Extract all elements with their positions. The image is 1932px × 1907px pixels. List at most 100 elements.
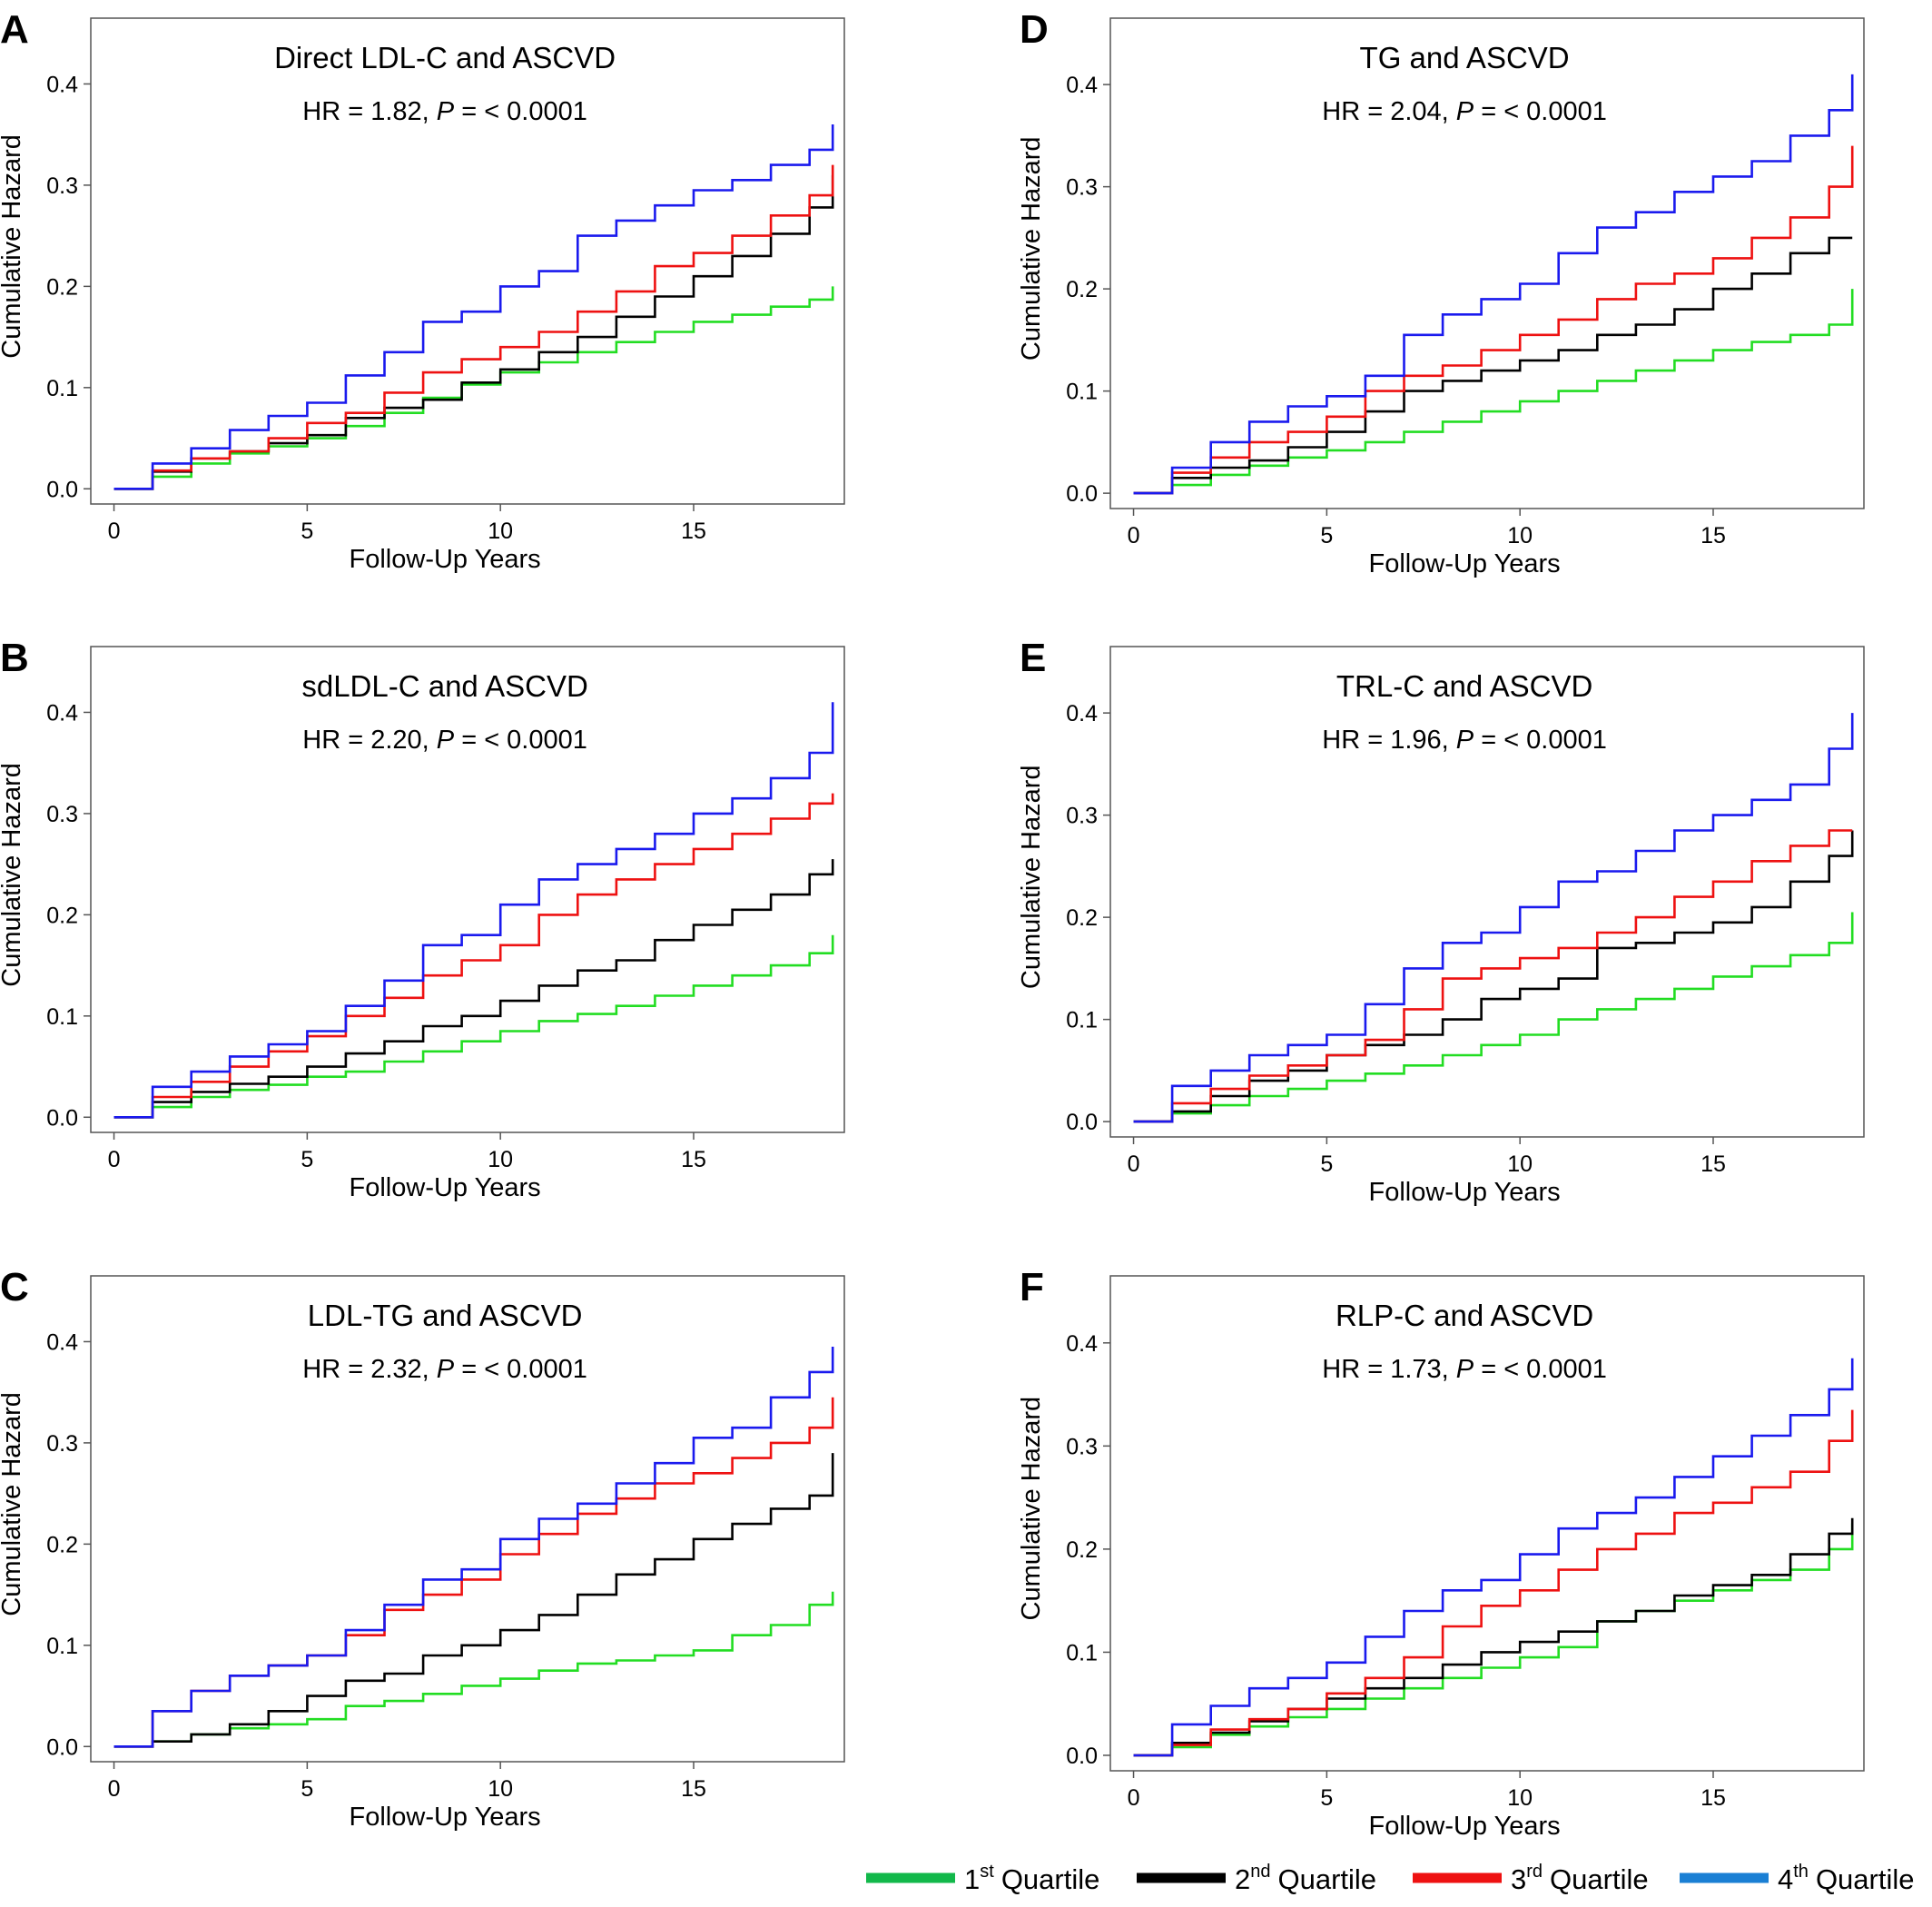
- legend-item: 2nd Quartile: [1137, 1862, 1376, 1895]
- y-tick-label: 0.1: [1066, 380, 1098, 405]
- x-tick-label: 10: [1507, 523, 1533, 548]
- y-axis-label: Cumulative Hazard: [0, 134, 26, 359]
- panel-title: sdLDL-C and ASCVD: [301, 669, 587, 703]
- y-tick-label: 0.0: [46, 1734, 78, 1760]
- x-tick-label: 10: [488, 519, 513, 544]
- y-tick-label: 0.2: [1066, 905, 1098, 931]
- x-tick-label: 0: [1128, 1785, 1140, 1811]
- y-tick-label: 0.3: [46, 173, 78, 199]
- y-tick-label: 0.3: [1066, 175, 1098, 201]
- hr-annotation: HR = 1.73, P = < 0.0001: [1322, 1355, 1607, 1384]
- y-tick-label: 0.2: [1066, 277, 1098, 302]
- legend-label: 1st Quartile: [964, 1862, 1099, 1895]
- legend-word: Quartile: [1816, 1863, 1915, 1895]
- y-tick-label: 0.4: [1066, 701, 1098, 726]
- x-axis-label: Follow-Up Years: [1369, 1178, 1561, 1207]
- hr-annotation: HR = 1.82, P = < 0.0001: [302, 97, 587, 126]
- y-axis-label: Cumulative Hazard: [1017, 765, 1046, 989]
- panel-title: TG and ASCVD: [1360, 41, 1570, 74]
- plot-frame: [1109, 646, 1865, 1138]
- panel-letter: A: [0, 7, 29, 52]
- x-tick-label: 5: [301, 1147, 313, 1172]
- y-tick-label: 0.2: [46, 903, 78, 928]
- legend-number: 2: [1235, 1863, 1250, 1895]
- panel-letter: E: [1020, 636, 1046, 680]
- x-tick-label: 5: [301, 519, 313, 544]
- series-q2-line: [113, 859, 834, 1119]
- y-axis-label: Cumulative Hazard: [1017, 136, 1046, 361]
- series-q2-line: [1133, 236, 1853, 495]
- p-value: = < 0.0001: [1474, 1355, 1607, 1384]
- panel-letter: D: [1020, 7, 1049, 52]
- plot-frame: [90, 1275, 845, 1763]
- series-q1-line: [1133, 1523, 1854, 1757]
- legend-item: 3rd Quartile: [1413, 1862, 1649, 1895]
- hr-annotation: HR = 2.20, P = < 0.0001: [302, 726, 587, 755]
- x-tick-label: 5: [301, 1776, 313, 1802]
- y-tick-label: 0.0: [1066, 1744, 1098, 1769]
- series-q4-line: [1133, 1358, 1854, 1757]
- x-tick-label: 0: [1128, 523, 1140, 548]
- legend-superscript: nd: [1250, 1862, 1270, 1882]
- x-tick-label: 15: [681, 1776, 706, 1802]
- y-tick-label: 0.0: [46, 1105, 78, 1131]
- y-tick-label: 0.1: [1066, 1008, 1098, 1033]
- legend-word: Quartile: [1550, 1863, 1649, 1895]
- panel-title: Direct LDL-C and ASCVD: [274, 41, 616, 74]
- p-label: P: [437, 97, 455, 126]
- panel-title: LDL-TG and ASCVD: [308, 1299, 583, 1332]
- x-tick-label: 10: [488, 1147, 513, 1172]
- y-tick-label: 0.0: [1066, 481, 1098, 507]
- series-q4-line: [113, 124, 834, 490]
- y-tick-label: 0.4: [46, 700, 78, 726]
- x-axis-label: Follow-Up Years: [350, 1173, 541, 1202]
- series-q1-line: [113, 286, 834, 490]
- x-tick-label: 5: [1320, 1151, 1333, 1177]
- y-tick-label: 0.1: [46, 1004, 78, 1030]
- series-q1-line: [113, 934, 834, 1119]
- series-q3-line: [1133, 1409, 1854, 1757]
- series-q3-line: [113, 793, 834, 1119]
- y-axis-label: Cumulative Hazard: [0, 763, 26, 987]
- y-tick-label: 0.0: [1066, 1110, 1098, 1135]
- series-q3-line: [1133, 829, 1853, 1123]
- series-q4-line: [113, 1347, 834, 1748]
- x-tick-label: 0: [108, 1147, 121, 1172]
- p-value: = < 0.0001: [454, 1355, 587, 1384]
- panel-a: A Direct LDL-C and ASCVD HR = 1.82, P = < …: [0, 7, 845, 574]
- p-label: P: [437, 726, 455, 755]
- hr-value: HR = 2.04,: [1322, 97, 1456, 126]
- y-tick-label: 0.4: [46, 1329, 78, 1355]
- y-tick-label: 0.0: [46, 477, 78, 502]
- y-tick-label: 0.4: [1066, 73, 1098, 98]
- x-axis-label: Follow-Up Years: [1369, 549, 1561, 578]
- p-value: = < 0.0001: [454, 97, 587, 126]
- legend-label: 2nd Quartile: [1235, 1862, 1376, 1895]
- panel-c: C LDL-TG and ASCVD HR = 2.32, P = < 0.0001…: [0, 1265, 845, 1832]
- series-q3-line: [113, 1397, 834, 1748]
- p-label: P: [1456, 97, 1474, 126]
- legend-word: Quartile: [1278, 1863, 1377, 1895]
- plot-frame: [90, 646, 845, 1133]
- y-tick-label: 0.4: [46, 72, 78, 97]
- p-value: = < 0.0001: [1474, 726, 1607, 755]
- plot-frame: [1109, 1275, 1865, 1772]
- hr-value: HR = 1.82,: [302, 97, 437, 126]
- y-tick-label: 0.2: [1066, 1537, 1098, 1563]
- hr-value: HR = 2.20,: [302, 726, 437, 755]
- p-label: P: [437, 1355, 455, 1384]
- series-q1-line: [113, 1591, 834, 1748]
- panel-f: F RLP-C and ASCVD HR = 1.73, P = < 0.0001 0…: [1017, 1265, 1865, 1841]
- hr-annotation: HR = 1.96, P = < 0.0001: [1322, 726, 1607, 755]
- legend-number: 3: [1511, 1863, 1526, 1895]
- x-axis-label: Follow-Up Years: [1369, 1812, 1561, 1841]
- x-tick-label: 15: [1700, 1151, 1726, 1177]
- p-value: = < 0.0001: [454, 726, 587, 755]
- series-q2-line: [113, 174, 834, 490]
- series-q1-line: [1133, 912, 1854, 1123]
- x-tick-label: 5: [1320, 523, 1333, 548]
- x-tick-label: 10: [488, 1776, 513, 1802]
- x-tick-label: 10: [1507, 1151, 1533, 1177]
